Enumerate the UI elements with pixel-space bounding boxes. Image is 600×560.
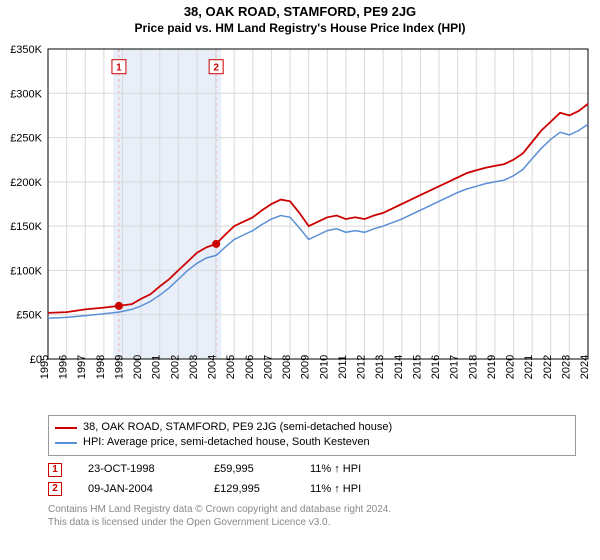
svg-text:2020: 2020 — [505, 355, 517, 379]
svg-text:2008: 2008 — [281, 355, 293, 379]
svg-text:1: 1 — [116, 63, 122, 74]
sale-row: 1 23-OCT-1998 £59,995 11% ↑ HPI — [48, 460, 576, 480]
sale-marker-box: 2 — [48, 482, 62, 496]
svg-text:£50K: £50K — [16, 310, 42, 322]
svg-text:2001: 2001 — [151, 355, 163, 379]
sale-price: £59,995 — [214, 460, 284, 480]
svg-text:2004: 2004 — [207, 355, 219, 379]
svg-text:2016: 2016 — [430, 355, 442, 379]
svg-text:2007: 2007 — [262, 355, 274, 379]
legend-label: HPI: Average price, semi-detached house,… — [83, 435, 370, 450]
svg-text:2017: 2017 — [449, 355, 461, 379]
chart-title: 38, OAK ROAD, STAMFORD, PE9 2JG — [0, 0, 600, 19]
chart-container: 38, OAK ROAD, STAMFORD, PE9 2JG Price pa… — [0, 0, 600, 560]
sale-row: 2 09-JAN-2004 £129,995 11% ↑ HPI — [48, 480, 576, 500]
legend-item: 38, OAK ROAD, STAMFORD, PE9 2JG (semi-de… — [55, 420, 569, 435]
svg-text:£300K: £300K — [10, 88, 42, 100]
legend-swatch — [55, 427, 77, 429]
svg-text:2024: 2024 — [579, 355, 591, 379]
svg-text:2019: 2019 — [486, 355, 498, 379]
svg-text:2023: 2023 — [560, 355, 572, 379]
legend-item: HPI: Average price, semi-detached house,… — [55, 435, 569, 450]
sale-hpi: 11% ↑ HPI — [310, 460, 390, 480]
sale-date: 09-JAN-2004 — [88, 480, 188, 500]
footer-attribution: Contains HM Land Registry data © Crown c… — [48, 503, 576, 529]
footer-line1: Contains HM Land Registry data © Crown c… — [48, 503, 576, 516]
svg-text:2006: 2006 — [244, 355, 256, 379]
svg-text:2: 2 — [213, 63, 219, 74]
sales-table: 1 23-OCT-1998 £59,995 11% ↑ HPI 2 09-JAN-2004… — [48, 460, 576, 500]
chart-subtitle: Price paid vs. HM Land Registry's House … — [0, 19, 600, 39]
sale-price: £129,995 — [214, 480, 284, 500]
sale-marker-box: 1 — [48, 463, 62, 477]
svg-text:2018: 2018 — [467, 355, 479, 379]
svg-text:2015: 2015 — [411, 355, 423, 379]
legend-label: 38, OAK ROAD, STAMFORD, PE9 2JG (semi-de… — [83, 420, 392, 435]
footer-line2: This data is licensed under the Open Gov… — [48, 516, 576, 529]
svg-text:2014: 2014 — [393, 355, 405, 379]
svg-text:2002: 2002 — [169, 355, 181, 379]
svg-text:2021: 2021 — [523, 355, 535, 379]
sale-date: 23-OCT-1998 — [88, 460, 188, 480]
legend: 38, OAK ROAD, STAMFORD, PE9 2JG (semi-de… — [48, 415, 576, 456]
svg-text:£350K: £350K — [10, 44, 42, 56]
svg-text:2013: 2013 — [374, 355, 386, 379]
svg-text:£150K: £150K — [10, 221, 42, 233]
svg-text:2009: 2009 — [300, 355, 312, 379]
line-chart-svg: £0£50K£100K£150K£200K£250K£300K£350K1995… — [0, 39, 600, 409]
svg-text:1996: 1996 — [58, 355, 70, 379]
legend-swatch — [55, 442, 77, 444]
svg-text:2012: 2012 — [356, 355, 368, 379]
svg-text:2010: 2010 — [318, 355, 330, 379]
sale-hpi: 11% ↑ HPI — [310, 480, 390, 500]
chart-plot-area: £0£50K£100K£150K£200K£250K£300K£350K1995… — [0, 39, 600, 409]
svg-text:2003: 2003 — [188, 355, 200, 379]
svg-text:£250K: £250K — [10, 133, 42, 145]
svg-text:1995: 1995 — [39, 355, 51, 379]
svg-text:2005: 2005 — [225, 355, 237, 379]
svg-text:£200K: £200K — [10, 177, 42, 189]
svg-text:1998: 1998 — [95, 355, 107, 379]
svg-text:1999: 1999 — [113, 355, 125, 379]
svg-text:£100K: £100K — [10, 265, 42, 277]
svg-text:2022: 2022 — [542, 355, 554, 379]
svg-text:2000: 2000 — [132, 355, 144, 379]
svg-text:1997: 1997 — [76, 355, 88, 379]
